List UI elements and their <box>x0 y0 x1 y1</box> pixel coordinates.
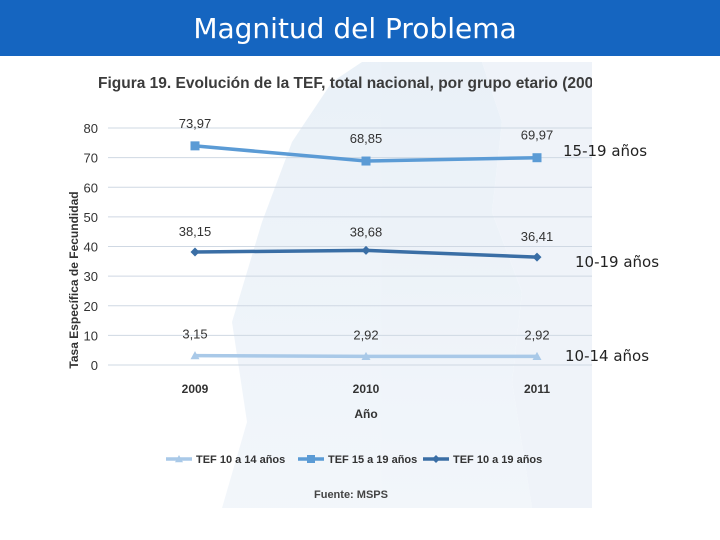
data-label-2-2: 36,41 <box>521 229 554 244</box>
y-tick-10: 10 <box>84 328 98 343</box>
background-silhouette <box>222 62 592 508</box>
marker-2-2 <box>532 252 542 262</box>
legend: TEF 10 a 14 años TEF 15 a 19 años TEF 10 a… <box>166 454 542 466</box>
slide-title-bar: Magnitud del Problema <box>0 0 720 56</box>
legend-label-0: TEF 10 a 14 años <box>196 454 285 466</box>
legend-label-2: TEF 10 a 19 años <box>453 454 542 466</box>
x-tick-labels: 2009 2010 2011 <box>182 382 551 396</box>
data-label-0-1: 2,92 <box>353 327 378 342</box>
y-tick-70: 70 <box>84 151 98 166</box>
data-label-2-0: 38,15 <box>179 224 212 239</box>
data-label-1-0: 73,97 <box>179 116 212 131</box>
marker-0-2 <box>532 351 542 360</box>
marker-1-1 <box>361 156 371 166</box>
data-label-1-2: 69,97 <box>521 128 554 143</box>
marker-2-0 <box>190 247 200 257</box>
legend-marker-2 <box>432 455 440 463</box>
slide-title: Magnitud del Problema <box>193 11 517 45</box>
data-label-0-0: 3,15 <box>182 327 207 342</box>
y-tick-40: 40 <box>84 240 98 255</box>
legend-label-1: TEF 15 a 19 años <box>328 454 417 466</box>
y-tick-20: 20 <box>84 299 98 314</box>
annotation-10-19: 10-19 años <box>575 253 660 271</box>
marker-0-1 <box>361 351 371 360</box>
series-markers <box>190 141 542 360</box>
chart-title: Figura 19. Evolución de la TEF, total na… <box>98 75 592 92</box>
figure-panel: Figura 19. Evolución de la TEF, total na… <box>62 62 658 508</box>
data-label-1-1: 68,85 <box>350 131 383 146</box>
annotation-15-19: 15-19 años <box>563 142 648 160</box>
y-tick-60: 60 <box>84 180 98 195</box>
grid-lines <box>108 127 592 366</box>
y-axis-label: Tasa Específica de Fecundidad <box>67 191 81 368</box>
x-tick-2010: 2010 <box>353 382 380 396</box>
marker-1-2 <box>532 153 542 163</box>
x-tick-2009: 2009 <box>182 382 209 396</box>
marker-1-0 <box>190 141 200 151</box>
line-chart: Figura 19. Evolución de la TEF, total na… <box>67 62 658 508</box>
y-tick-labels: 0 10 20 30 40 50 60 70 80 <box>84 121 98 373</box>
y-tick-80: 80 <box>84 121 98 136</box>
x-tick-2011: 2011 <box>524 382 550 396</box>
source-note: Fuente: MSPS <box>314 489 388 501</box>
y-tick-50: 50 <box>84 210 98 225</box>
data-labels: 3,15 2,92 2,92 73,97 68,85 69,97 38,15 38,68 36,… <box>179 116 554 342</box>
data-label-0-2: 2,92 <box>524 327 549 342</box>
legend-marker-1 <box>307 455 315 463</box>
x-axis-label: Año <box>354 407 377 421</box>
data-label-2-1: 38,68 <box>350 224 383 239</box>
legend-marker-0 <box>175 455 183 463</box>
marker-2-1 <box>361 245 371 255</box>
marker-0-0 <box>190 351 200 360</box>
y-tick-0: 0 <box>91 358 98 373</box>
y-tick-30: 30 <box>84 269 98 284</box>
annotation-10-14: 10-14 años <box>565 347 650 365</box>
